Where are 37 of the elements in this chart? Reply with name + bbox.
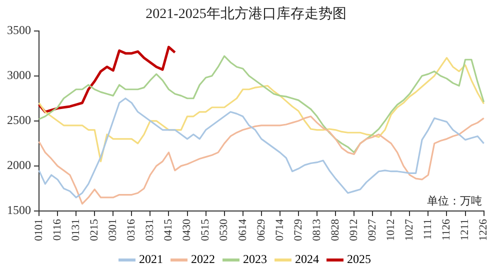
x-tick-label: 0729: [292, 218, 304, 241]
x-tick-label: 0316: [126, 218, 138, 241]
x-tick-label: 0927: [366, 218, 378, 241]
x-tick-label: 1211: [459, 219, 472, 241]
x-tick-label: 0116: [51, 218, 64, 241]
x-tick-label: 0714: [274, 218, 286, 241]
x-tick-label: 0614: [236, 218, 249, 241]
x-tick-label: 0813: [310, 218, 323, 241]
y-tick-label: 2000: [7, 158, 31, 172]
x-tick-label: 1126: [440, 218, 453, 241]
x-tick-label: 0530: [218, 218, 230, 241]
x-tick-label: 1111: [422, 219, 434, 240]
x-tick-label: 1027: [404, 218, 416, 241]
annotation: 单位：万吨: [426, 194, 482, 208]
x-tick-label: 1226: [478, 218, 490, 241]
x-tick-label: 0430: [181, 218, 194, 241]
chart-title: 2021-2025年北方港口库存走势图: [146, 6, 346, 22]
x-tick-label: 0215: [88, 218, 100, 241]
legend-label: 2024: [295, 252, 319, 266]
x-tick-label: 0912: [348, 219, 360, 241]
y-tick-label: 3000: [7, 68, 31, 82]
x-tick-label: 0301: [107, 219, 120, 241]
x-tick-label: 0515: [200, 218, 212, 241]
legend-label: 2025: [347, 252, 371, 266]
legend-label: 2021: [139, 252, 163, 266]
x-tick-label: 0828: [329, 218, 342, 241]
legend-label: 2023: [243, 252, 267, 266]
y-tick-label: 1500: [7, 203, 31, 218]
x-tick-label: 0629: [255, 218, 268, 241]
x-tick-label: 0131: [70, 219, 82, 241]
y-tick-label: 3500: [7, 22, 31, 37]
x-tick-label: 0101: [32, 219, 45, 241]
x-tick-label: 0331: [144, 219, 156, 241]
y-tick-label: 2500: [7, 113, 31, 128]
x-tick-label: 0415: [162, 218, 175, 241]
x-tick-label: 1012: [385, 219, 398, 241]
legend-label: 2022: [191, 252, 215, 266]
